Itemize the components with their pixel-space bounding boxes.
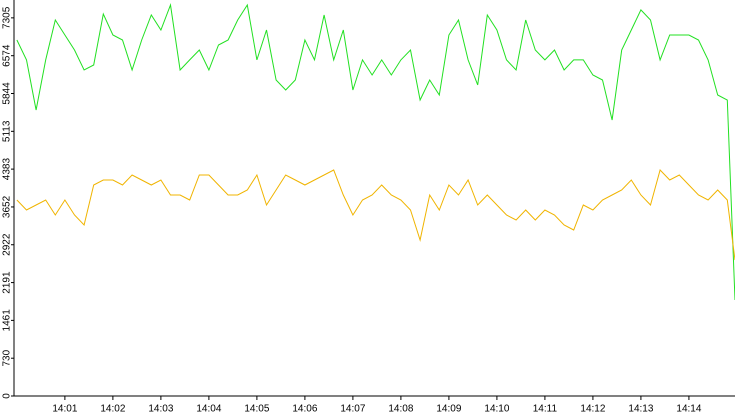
x-tick-label: 14:05: [244, 404, 269, 415]
y-tick-label: 3652: [2, 195, 13, 218]
series-line: [16, 169, 735, 261]
y-tick-label: 2191: [2, 271, 13, 294]
x-tick-label: 14:01: [52, 404, 77, 415]
series-line: [16, 3, 735, 301]
x-tick-label: 14:02: [100, 404, 125, 415]
x-tick-label: 14:08: [388, 404, 413, 415]
x-tick-label: 14:09: [436, 404, 461, 415]
x-tick-label: 14:04: [196, 404, 221, 415]
y-tick-label: 5844: [2, 82, 13, 105]
y-tick-label: 2922: [2, 233, 13, 256]
y-tick-label: 5113: [2, 120, 13, 142]
x-tick-label: 14:12: [580, 404, 605, 415]
y-tick-label: 1461: [2, 309, 13, 332]
x-tick-label: 14:06: [292, 404, 317, 415]
y-tick-label: 730: [2, 349, 13, 366]
y-tick-label: 6574: [2, 44, 13, 67]
y-tick-label: 7305: [2, 6, 13, 29]
x-tick-label: 14:14: [676, 404, 701, 415]
x-tick-label: 14:10: [484, 404, 509, 415]
y-tick-label: 4383: [2, 158, 13, 181]
y-tick-label: 0: [2, 393, 13, 399]
x-tick-label: 14:13: [628, 404, 653, 415]
x-tick-label: 14:03: [148, 404, 173, 415]
x-tick-label: 14:07: [340, 404, 365, 415]
x-tick-label: 14:11: [533, 404, 558, 415]
